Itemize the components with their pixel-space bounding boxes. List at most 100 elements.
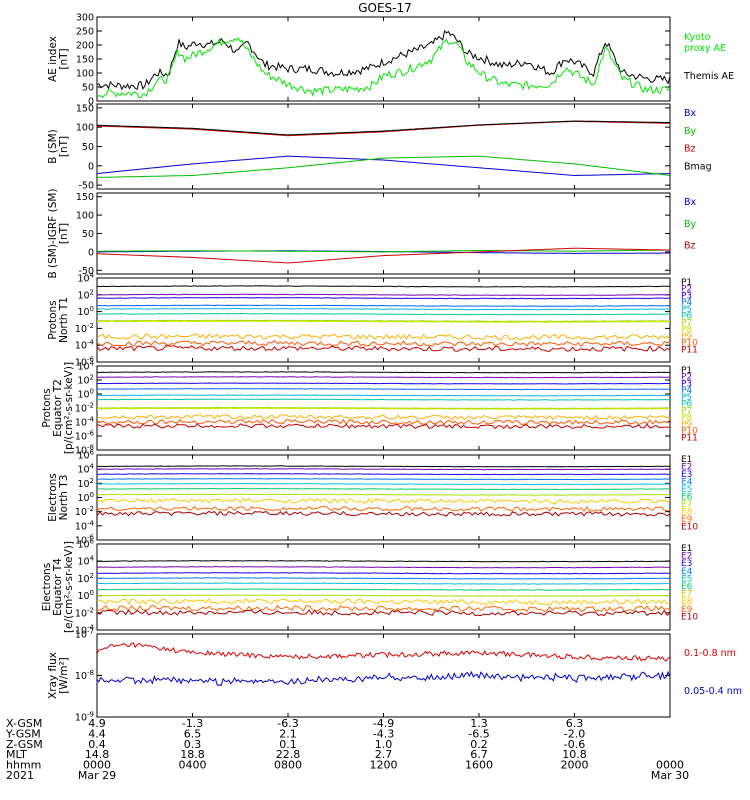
legend-E8: E8 <box>681 508 693 518</box>
y-tick-label: 10-8 <box>75 669 94 682</box>
legend-E7: E7 <box>681 590 692 600</box>
series-bx <box>96 155 671 177</box>
x-row-value: 0000 <box>656 759 684 772</box>
y-tick-label: 10-2 <box>75 322 94 335</box>
y-tick-label: 104 <box>77 272 94 285</box>
channel-E1 <box>96 560 671 563</box>
x-row-value: -0.6 <box>564 738 585 751</box>
channel-E3 <box>97 572 671 575</box>
y-tick-label: 150 <box>76 192 94 203</box>
legend-E2: E2 <box>681 463 692 473</box>
channel-P6 <box>96 312 671 316</box>
x-row-label: hhmm <box>6 759 41 772</box>
y-tick-label: 100 <box>77 491 94 504</box>
panel-ae: 300 250 200 150 100 50 0 AE index[nT] Kyotoproxy… <box>47 13 734 108</box>
y-tick-label: 102 <box>77 288 94 301</box>
legend-P4: P4 <box>681 298 692 308</box>
y-tick-label: 10-2 <box>75 505 94 518</box>
legend-E9: E9 <box>681 515 693 525</box>
y-axis-label: AE index[nT] <box>47 36 70 82</box>
x-row-value: 2.1 <box>279 727 297 740</box>
channel-E2 <box>96 566 671 569</box>
legend-entry: 0.05-0.4 nm <box>684 686 742 697</box>
x-row-value: 0400 <box>179 759 207 772</box>
legend-entry: proxy AE <box>684 43 726 54</box>
channel-P10 <box>96 339 671 347</box>
legend-P3: P3 <box>681 379 692 389</box>
panel-frame <box>96 16 671 102</box>
y-tick-label: 10-6 <box>75 356 95 369</box>
channel-P11 <box>96 345 671 352</box>
channel-P10 <box>96 418 671 426</box>
y-tick-label: 10-9 <box>75 711 94 724</box>
legend-E3: E3 <box>681 470 692 480</box>
x-row-value: 2000 <box>561 759 589 772</box>
x-row-label: MLT <box>6 748 27 761</box>
x-row-value: -4.3 <box>373 727 394 740</box>
y-tick-label: 50 <box>82 142 94 153</box>
y-tick-label: 50 <box>82 83 94 94</box>
channel-P6 <box>97 398 670 401</box>
y-tick-label: 0 <box>88 161 94 172</box>
legend-entry: By <box>684 219 697 230</box>
channel-E1 <box>97 465 671 468</box>
y-tick-label: 104 <box>77 555 94 568</box>
x-row-value: 6.3 <box>566 717 584 730</box>
legend-P6: P6 <box>681 312 692 322</box>
legend-entry: Kyoto <box>684 32 711 43</box>
legend-E8: E8 <box>681 597 693 607</box>
y-tick-label: 102 <box>77 477 94 490</box>
y-tick-label: 104 <box>77 360 94 373</box>
legend-entry: Bmag <box>684 161 712 172</box>
channel-P2 <box>96 293 671 296</box>
legend-P7: P7 <box>681 318 692 328</box>
legend-E10: E10 <box>681 523 698 533</box>
series-bmag <box>97 120 670 136</box>
x-row-value: -1.3 <box>182 717 203 730</box>
y-tick-label: 10-6 <box>75 430 95 443</box>
legend-P11: P11 <box>681 345 698 355</box>
legend-E5: E5 <box>681 574 692 584</box>
y-tick-label: 10-4 <box>75 519 95 532</box>
legend-P1: P1 <box>681 366 692 376</box>
legend-P1: P1 <box>681 278 692 288</box>
legend-entry: Bz <box>684 144 696 155</box>
x-row-value: 0.1 <box>279 738 297 751</box>
y-tick-label: 106 <box>77 538 94 551</box>
panel-frame <box>96 543 671 631</box>
series-by <box>97 155 671 178</box>
channel-P1 <box>97 371 671 374</box>
x-row-value: -4.9 <box>373 717 394 730</box>
channel-P11 <box>96 423 671 430</box>
x-row-value: 4.9 <box>88 717 106 730</box>
y-axis-label: B (SM)[nT] <box>47 129 70 163</box>
channel-P9 <box>96 333 671 341</box>
channel-P9 <box>97 414 670 421</box>
legend-P8: P8 <box>681 413 692 423</box>
legend-E6: E6 <box>681 493 693 503</box>
x-row-value: 10.8 <box>562 748 587 761</box>
legend-E7: E7 <box>681 500 692 510</box>
y-tick-label: 0 <box>88 97 94 108</box>
channel-E9 <box>96 505 671 513</box>
x-row-label: Z-GSM <box>6 738 43 751</box>
y-tick-label: 10-4 <box>75 416 95 429</box>
channel-P4 <box>96 388 671 391</box>
series-kyoto-proxy-ae <box>96 37 671 99</box>
y-tick-label: 200 <box>76 41 94 52</box>
x-row-value: 1.3 <box>470 717 488 730</box>
legend-E9: E9 <box>681 605 693 615</box>
channel-P7 <box>97 319 671 322</box>
series-bz <box>97 247 671 264</box>
channel-P2 <box>96 376 671 379</box>
y-tick-label: -50 <box>78 181 94 192</box>
x-row-label: Y-GSM <box>5 727 41 740</box>
y-tick-label: 250 <box>76 27 94 38</box>
x-row-label: 2021 <box>6 769 34 782</box>
legend-entry: Bz <box>684 241 696 252</box>
legend-P11: P11 <box>681 433 698 443</box>
legend-P2: P2 <box>681 285 692 295</box>
legend-E4: E4 <box>681 478 693 488</box>
